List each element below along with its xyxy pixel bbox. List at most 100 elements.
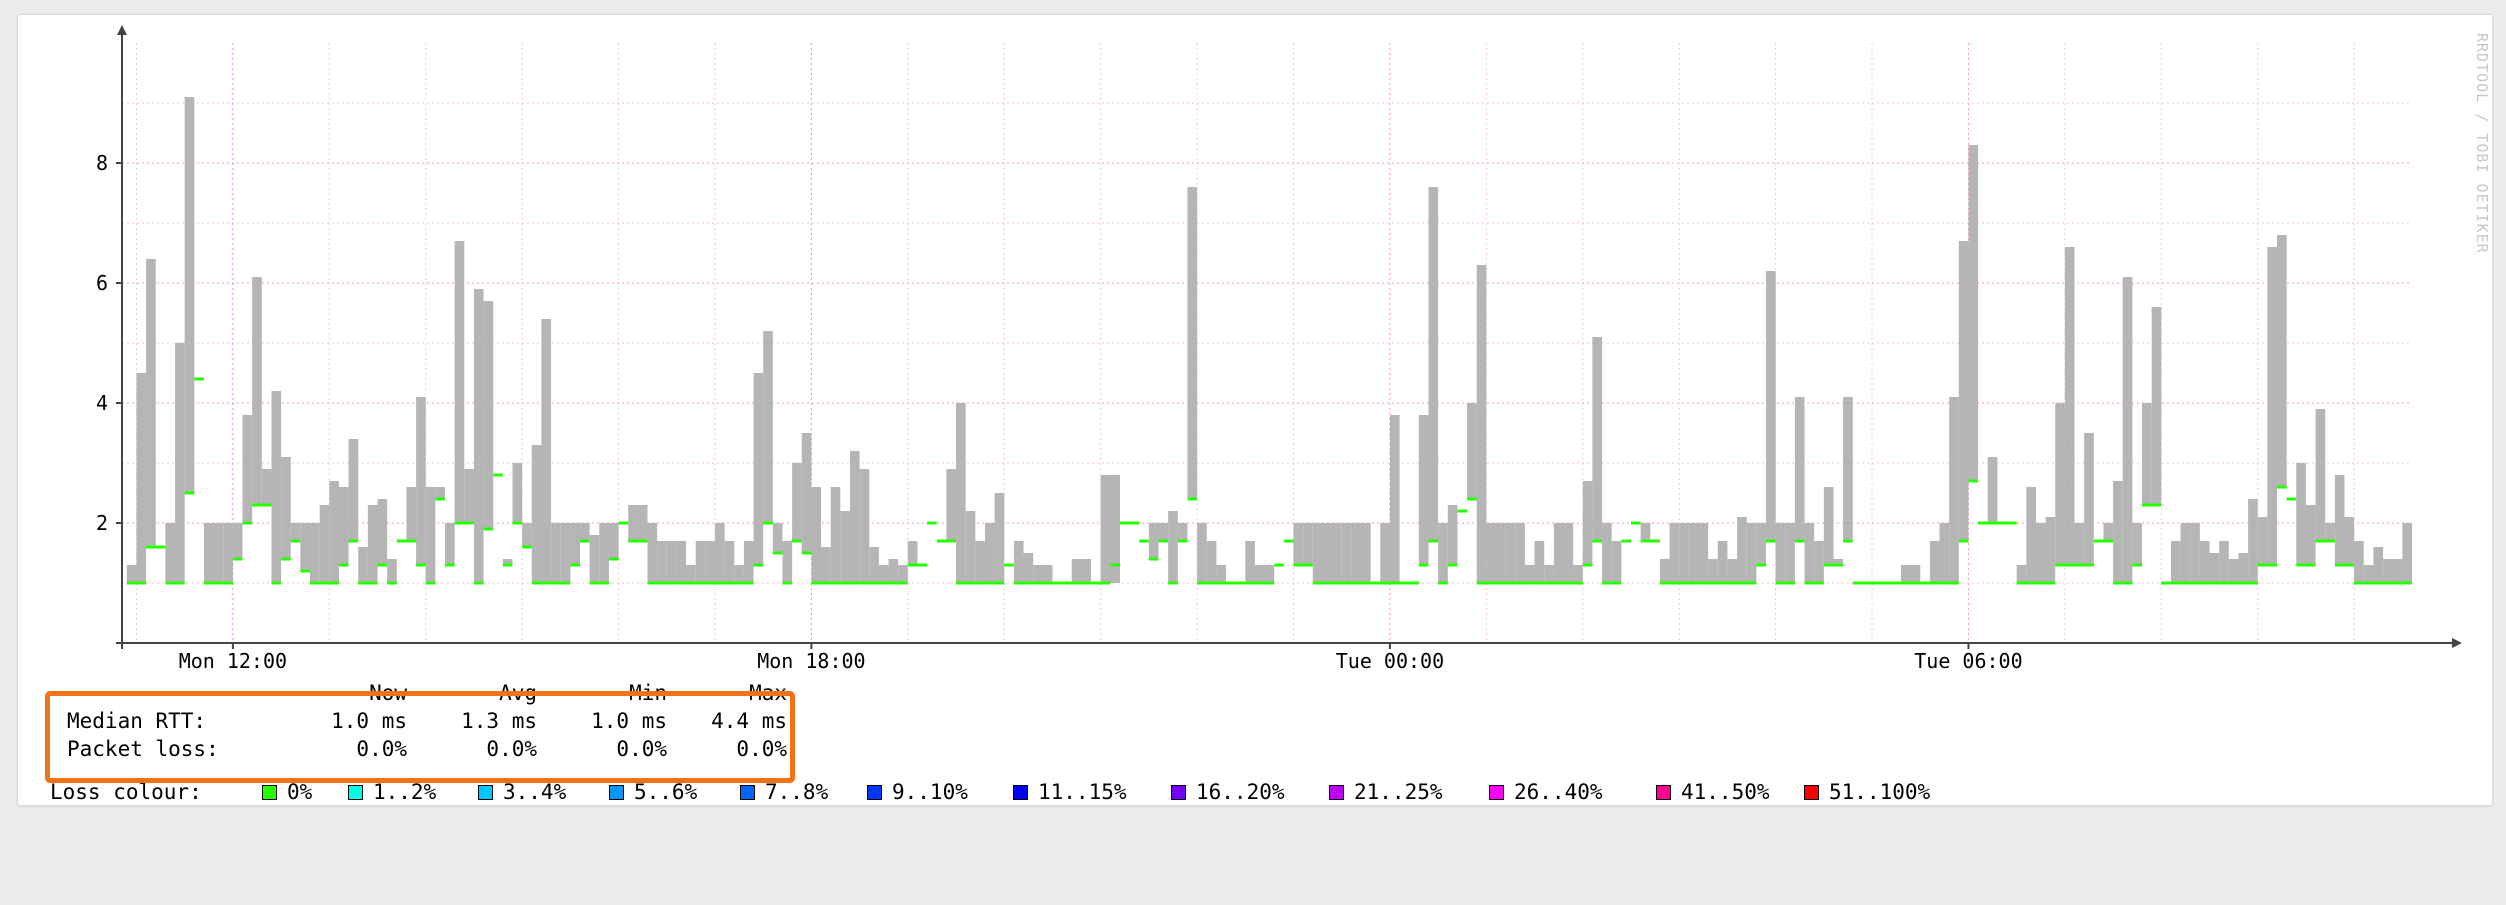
rtt-spread-bar xyxy=(1351,523,1362,583)
rtt-spread-bar xyxy=(2026,487,2036,583)
rtt-spread-bar xyxy=(319,505,330,583)
rtt-spread-bar xyxy=(213,523,224,583)
rtt-spread-bar xyxy=(348,439,359,541)
legend-label: 26..40% xyxy=(1514,780,1603,804)
rtt-spread-bar xyxy=(223,523,233,583)
rtt-spread-bar xyxy=(338,487,349,565)
rtt-spread-bar xyxy=(2180,523,2191,583)
rtt-spread-bar xyxy=(146,259,156,547)
rtt-spread-bar xyxy=(1033,565,1053,583)
rtt-spread-bar xyxy=(1515,523,1525,583)
stats-highlight-box xyxy=(45,691,795,783)
rtt-spread-bar xyxy=(666,541,677,583)
rtt-spread-bar xyxy=(1476,265,1487,583)
rtt-spread-bar xyxy=(1023,553,1034,583)
rtt-spread-bar xyxy=(657,541,667,583)
rtt-spread-bar xyxy=(1756,523,1766,565)
x-tick-label: Mon 18:00 xyxy=(757,649,865,673)
legend-item: 3..4% xyxy=(478,779,566,805)
rtt-spread-bar xyxy=(445,523,455,565)
rtt-spread-bar xyxy=(464,469,474,523)
rtt-spread-bar xyxy=(387,559,397,583)
rtt-spread-bar xyxy=(1939,523,1950,583)
rtt-spread-bar xyxy=(1573,565,1583,583)
rtt-spread-bar xyxy=(695,541,706,583)
legend-swatch xyxy=(867,784,882,800)
graph-panel: 2 4 6 8 Mon 12:00 Mon 18:00 Tue 00:00 Tue 06:00… xyxy=(17,14,2493,806)
rtt-spread-bar xyxy=(1823,487,1834,565)
legend-label: 7..8% xyxy=(765,780,829,804)
rtt-spread-bar xyxy=(136,373,147,583)
rtt-spread-bar xyxy=(1245,541,1255,583)
rtt-spread-bar xyxy=(2325,523,2335,541)
rtt-spread-bar xyxy=(1100,475,1120,583)
rtt-spread-bar xyxy=(1341,523,1352,583)
rtt-spread-bar xyxy=(2334,475,2345,565)
rtt-spread-bar xyxy=(2296,463,2306,565)
rtt-spread-bar xyxy=(2238,553,2249,583)
rtt-spread-bar xyxy=(1640,523,1651,541)
rtt-spread-bar xyxy=(878,565,889,583)
rtt-spread-bar xyxy=(175,343,185,583)
rtt-spread-bar xyxy=(2402,523,2412,583)
rtt-spread-bar xyxy=(1737,517,1747,583)
rtt-spread-bar xyxy=(782,541,793,583)
rtt-spread-bar xyxy=(984,523,995,583)
stats-rtt-row: Median RTT: 1.0 ms 1.3 ms 1.0 ms 4.4 ms xyxy=(67,709,787,877)
rtt-spread-bar xyxy=(734,565,744,583)
rtt-spread-bar xyxy=(1698,523,1709,583)
rtt-spread-bar xyxy=(840,511,850,583)
rtt-spread-bar xyxy=(1447,505,1458,565)
rtt-spread-bar xyxy=(2344,517,2355,565)
legend-item: 51..100% xyxy=(1804,779,1930,805)
rtt-spread-bar xyxy=(165,523,176,583)
rtt-spread-bar xyxy=(281,457,291,559)
rtt-spread-bar xyxy=(203,523,214,583)
rtt-spread-bar xyxy=(753,373,764,565)
rtt-spread-bar xyxy=(975,541,985,583)
rtt-spread-bar xyxy=(1814,541,1824,583)
rtt-spread-bar xyxy=(483,301,494,529)
rtt-spread-bar xyxy=(1553,523,1564,583)
rtt-spread-bar xyxy=(1148,523,1159,559)
rtt-spread-bar xyxy=(1361,523,1371,583)
rtt-spread-bar xyxy=(473,289,484,583)
rtt-spread-bar xyxy=(1602,523,1612,583)
rtt-spread-bar xyxy=(2219,541,2229,583)
rtt-spread-bar xyxy=(2064,247,2075,565)
x-tick-label: Tue 00:00 xyxy=(1336,649,1444,673)
rtt-spread-bar xyxy=(1197,523,1207,583)
rtt-spread-bar xyxy=(184,97,195,493)
rtt-spread-bar xyxy=(2035,523,2046,583)
rtt-spread-bar xyxy=(560,523,571,583)
rtt-spread-bar xyxy=(888,559,899,583)
rtt-spread-bar xyxy=(522,523,532,547)
rtt-spread-bar xyxy=(271,391,282,583)
legend-label: 51..100% xyxy=(1829,780,1931,804)
legend-swatch xyxy=(609,784,624,800)
rtt-spread-bar xyxy=(261,469,272,505)
rtt-spread-bar xyxy=(724,541,735,583)
rtt-spread-bar xyxy=(1717,541,1728,583)
rtt-spread-bar xyxy=(1804,523,1815,583)
rtt-chart: 2 4 6 8 Mon 12:00 Mon 18:00 Tue 00:00 Tue 06:00 xyxy=(96,25,2462,673)
rtt-spread-bar xyxy=(310,523,320,583)
rtt-spread-bar xyxy=(1486,523,1496,583)
rtt-spread-bar xyxy=(2228,559,2239,583)
rtt-spread-bar xyxy=(329,481,339,583)
legend-label: 21..25% xyxy=(1354,780,1443,804)
rtt-spread-bar xyxy=(2305,505,2316,565)
rtt-spread-bar xyxy=(2084,433,2094,565)
rtt-spread-bar xyxy=(1727,559,1738,583)
rtt-spread-bar xyxy=(637,505,648,541)
legend-swatch xyxy=(740,784,755,800)
stats-loss-min: 0.0% xyxy=(616,737,667,761)
legend-item: 16..20% xyxy=(1171,779,1285,805)
rtt-spread-bar xyxy=(2142,403,2152,505)
rtt-spread-bar xyxy=(570,523,580,565)
rtt-spread-bar xyxy=(792,463,802,541)
stats-loss-row: Packet loss: 0.0% 0.0% 0.0% 0.0% xyxy=(67,737,787,905)
legend-label: 0% xyxy=(287,780,313,804)
rtt-spread-bar xyxy=(1659,559,1670,583)
stats-rtt-max: 4.4 ms xyxy=(711,709,787,733)
